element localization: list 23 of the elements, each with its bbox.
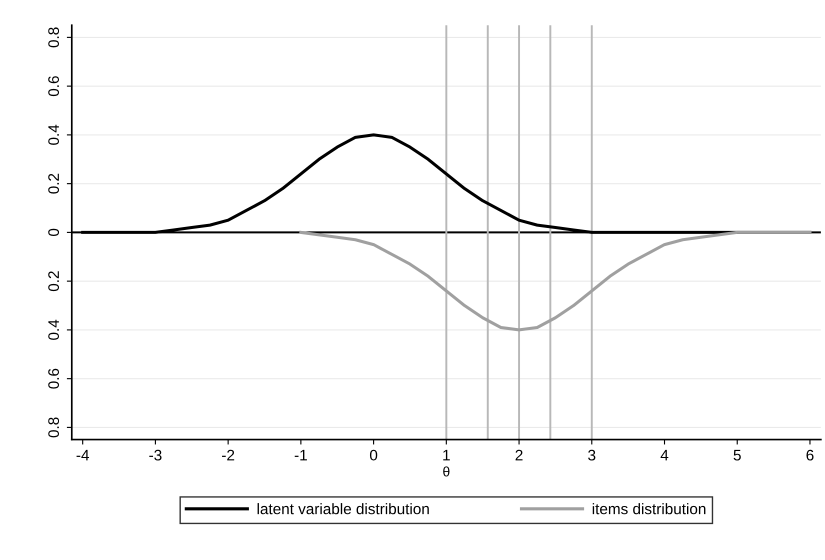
y-tick-label: 0.2 [48,174,60,194]
x-tick-label: 6 [806,450,814,461]
x-tick-label: -1 [294,450,307,460]
legend-label: latent variable distribution [258,503,429,514]
x-axis-title: θ [443,466,450,477]
x-tick-label: 0 [370,450,378,461]
legend-label: items distribution [592,503,706,514]
x-tick-label: 1 [443,450,450,460]
y-tick-label: 0 [48,228,60,236]
x-tick-label: -4 [76,450,90,460]
x-tick-label: 5 [734,450,741,461]
y-tick-label: 0.4 [48,320,60,340]
y-tick-label: 0.6 [48,368,60,389]
y-tick-label: 0.6 [48,76,60,96]
x-tick-label: -2 [222,450,234,460]
y-tick-label: 0.8 [48,27,60,48]
y-tick-label: 0.8 [48,417,60,438]
x-tick-label: 4 [660,450,668,460]
y-tick-label: 0.4 [48,124,60,145]
x-tick-label: 3 [588,450,596,461]
y-tick-label: 0.2 [48,271,60,292]
x-tick-label: -3 [149,450,162,461]
x-tick-label: 2 [516,450,523,460]
